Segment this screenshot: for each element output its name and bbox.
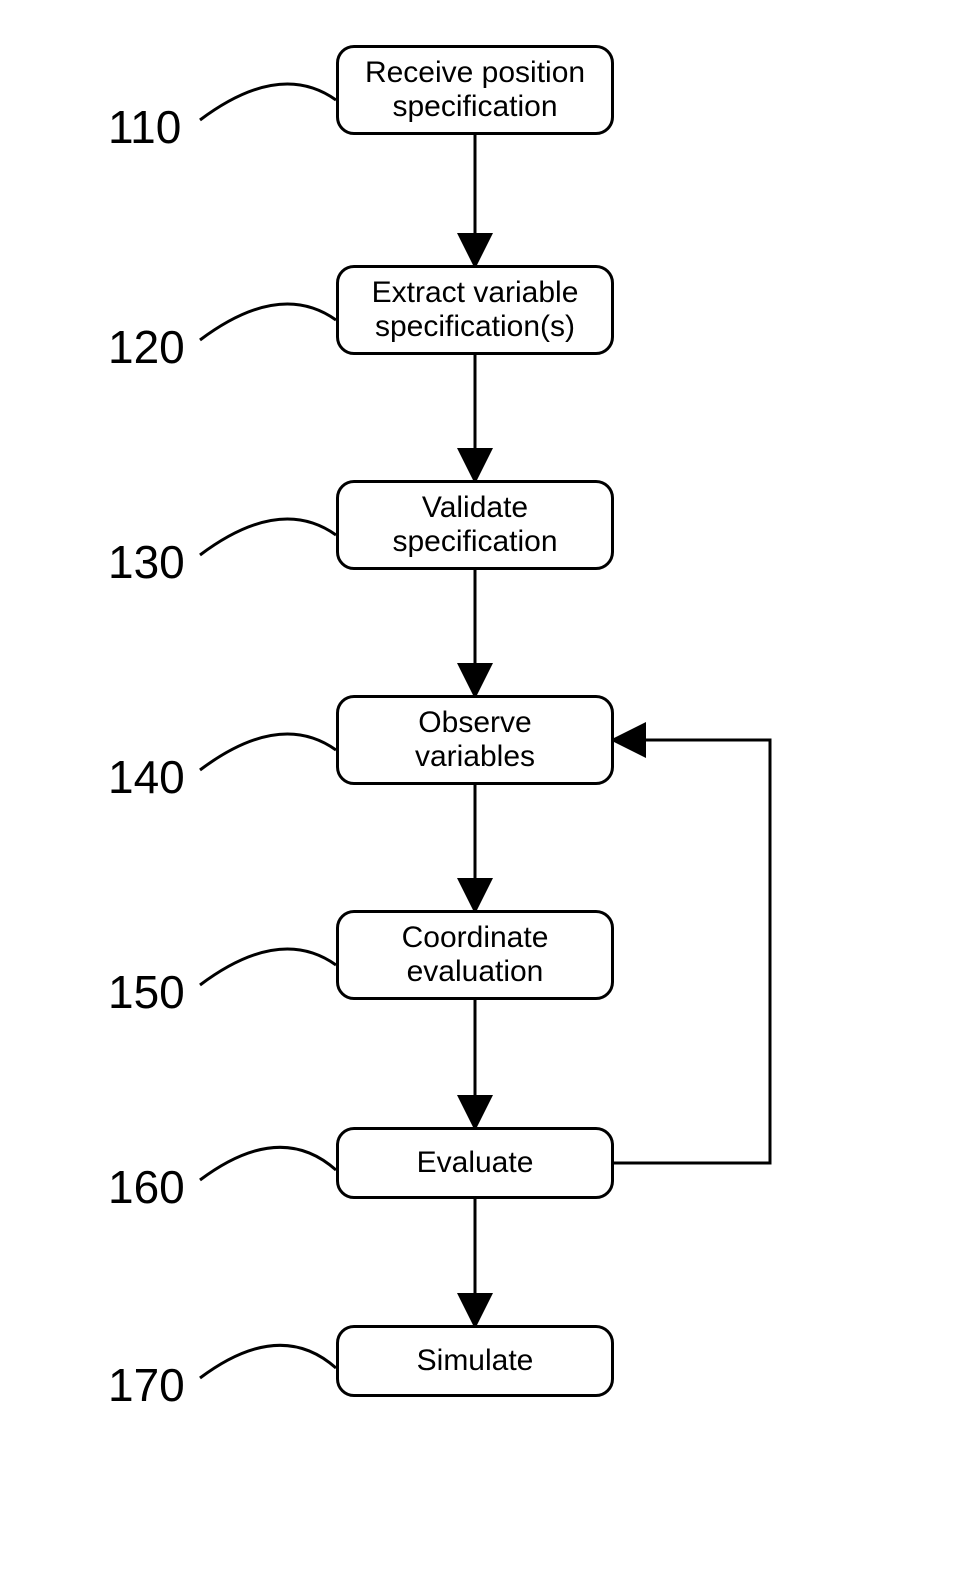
flow-node-n1: Receive positionspecification (336, 45, 614, 135)
flow-node-n5: Coordinateevaluation (336, 910, 614, 1000)
ref-label-150: 150 (108, 965, 185, 1019)
ref-label-140: 140 (108, 750, 185, 804)
ref-label-170: 170 (108, 1358, 185, 1412)
ref-connector-5 (200, 1147, 336, 1180)
ref-connector-2 (200, 519, 336, 555)
feedback-edge (614, 740, 770, 1163)
node-label-line2: specification(s) (372, 310, 579, 345)
flow-node-n7: Simulate (336, 1325, 614, 1397)
ref-connector-6 (200, 1345, 336, 1378)
ref-label-120: 120 (108, 320, 185, 374)
node-label-line2: variables (415, 740, 535, 775)
node-label-line2: specification (365, 90, 585, 125)
node-label-line1: Receive position (365, 56, 585, 91)
node-label-line2: specification (392, 525, 557, 560)
node-label-line1: Evaluate (417, 1146, 534, 1181)
ref-label-160: 160 (108, 1160, 185, 1214)
flow-node-n2: Extract variablespecification(s) (336, 265, 614, 355)
flow-node-n3: Validatespecification (336, 480, 614, 570)
ref-connector-4 (200, 949, 336, 985)
node-label-line1: Coordinate (402, 921, 549, 956)
flow-node-n6: Evaluate (336, 1127, 614, 1199)
ref-connector-0 (200, 84, 336, 120)
ref-label-110: 110 (108, 100, 181, 154)
ref-label-130: 130 (108, 535, 185, 589)
node-label-line2: evaluation (402, 955, 549, 990)
flowchart-container: Receive positionspecificationExtract var… (0, 0, 963, 1595)
node-label-line1: Observe (415, 706, 535, 741)
node-label-line1: Validate (392, 491, 557, 526)
node-label-line1: Extract variable (372, 276, 579, 311)
ref-connector-3 (200, 734, 336, 770)
flow-node-n4: Observevariables (336, 695, 614, 785)
ref-connector-1 (200, 304, 336, 340)
node-label-line1: Simulate (417, 1344, 534, 1379)
